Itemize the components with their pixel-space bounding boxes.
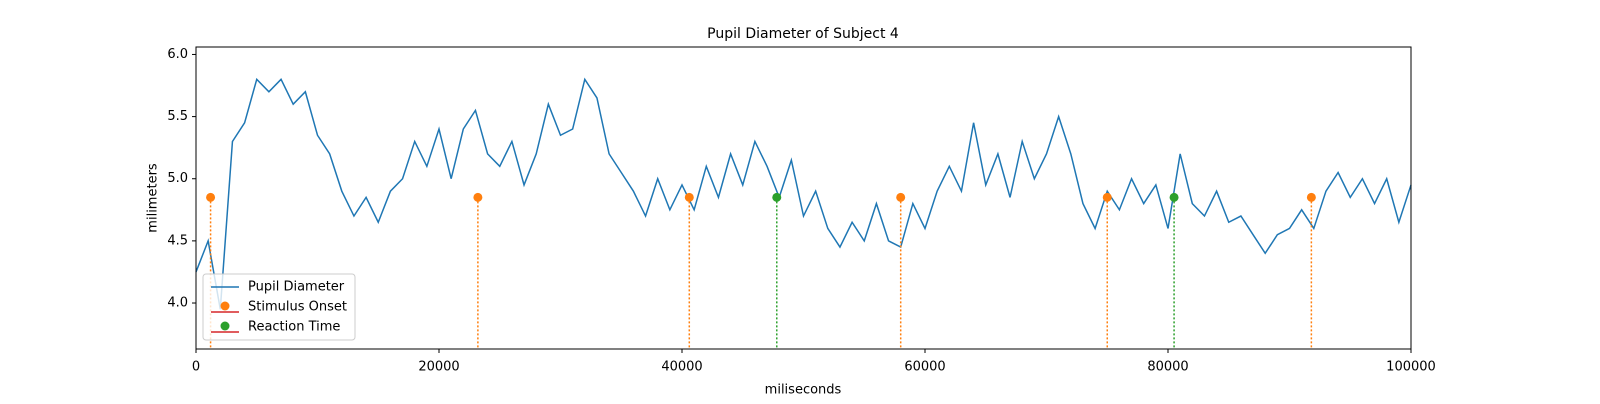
legend-box xyxy=(202,273,356,341)
stem-marker xyxy=(1102,192,1112,202)
stem-marker xyxy=(1169,192,1179,202)
stem-marker xyxy=(772,192,782,202)
stem-marker xyxy=(896,192,906,202)
x-tick-label: 20000 xyxy=(418,360,459,375)
plot-frame xyxy=(195,46,1412,350)
legend-marker xyxy=(220,301,230,311)
y-tick-label: 5.5 xyxy=(167,109,188,124)
stem-marker xyxy=(1306,192,1316,202)
legend-marker xyxy=(220,321,230,331)
y-tick-label: 4.0 xyxy=(167,296,188,311)
stem-marker xyxy=(473,192,483,202)
legend-label: Pupil Diameter xyxy=(248,280,345,295)
y-tick-label: 4.5 xyxy=(167,233,188,248)
chart-title: Pupil Diameter of Subject 4 xyxy=(707,26,899,42)
y-tick-label: 5.0 xyxy=(167,171,188,186)
x-tick-label: 100000 xyxy=(1386,360,1436,375)
x-tick-label: 60000 xyxy=(904,360,945,375)
x-tick-label: 40000 xyxy=(661,360,702,375)
y-tick-label: 6.0 xyxy=(167,47,188,62)
x-tick-label: 0 xyxy=(192,360,200,375)
legend-label: Reaction Time xyxy=(248,320,340,335)
y-axis-label: milimeters xyxy=(146,163,161,233)
stem-marker xyxy=(684,192,694,202)
x-axis-label: miliseconds xyxy=(765,383,842,398)
x-tick-label: 80000 xyxy=(1147,360,1188,375)
stem-marker xyxy=(206,192,216,202)
pupil-line xyxy=(195,77,1412,310)
legend-label: Stimulus Onset xyxy=(248,300,347,315)
